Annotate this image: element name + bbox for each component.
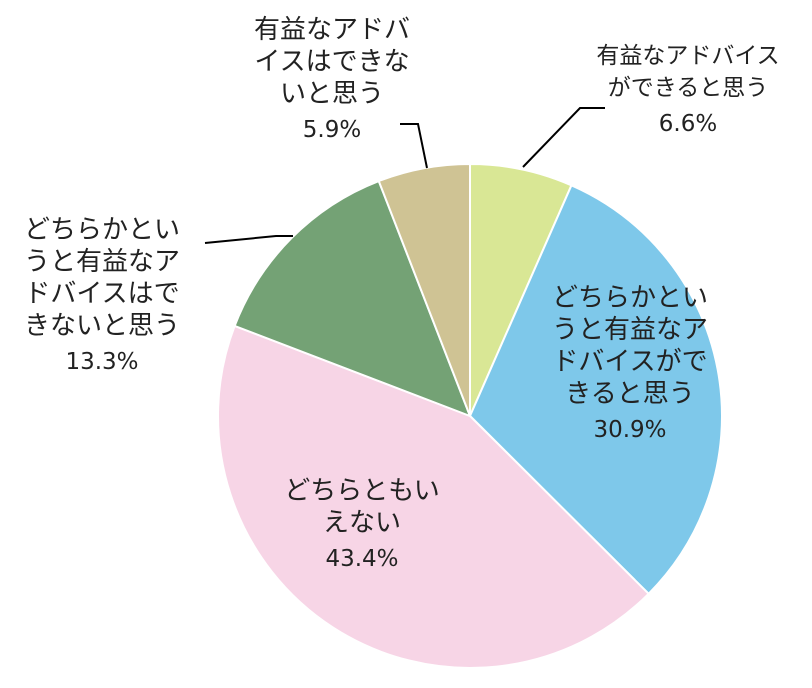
category-label: 有益なアドバイス ができると思う	[596, 43, 780, 101]
category-label: どちらかとい うと有益なア ドバイスはで きないと思う	[23, 215, 180, 341]
pie-slices	[217, 162, 723, 669]
slice-neither	[217, 324, 651, 669]
label-somewhat-cannot-advise: どちらかとい うと有益なア ドバイスはで きないと思う 13.3%	[2, 214, 202, 378]
value-label: 13.3%	[65, 349, 139, 375]
category-label: 有益なアドバ イスはできな いと思う	[253, 15, 410, 109]
slice-cannot-advise	[377, 162, 471, 417]
leader-line-can-advise	[522, 107, 605, 168]
slice-somewhat-can-advise	[468, 184, 723, 596]
value-label: 6.6%	[658, 111, 718, 137]
label-neither: どちらともい えない 43.4%	[262, 475, 462, 575]
label-somewhat-can-advise: どちらかとい うと有益なア ドバイスがで きると思う 30.9%	[530, 282, 730, 446]
label-can-advise: 有益なアドバイス ができると思う 6.6%	[588, 40, 788, 140]
category-label: どちらかとい うと有益なア ドバイスがで きると思う	[551, 283, 708, 409]
value-label: 5.9%	[302, 117, 362, 143]
slice-somewhat-cannot-advise	[233, 179, 472, 418]
leader-line-somewhat-cannot-advise	[204, 235, 293, 244]
value-label: 30.9%	[593, 417, 667, 443]
label-cannot-advise: 有益なアドバ イスはできな いと思う 5.9%	[232, 14, 432, 146]
value-label: 43.4%	[325, 546, 399, 572]
leader-lines	[204, 107, 605, 244]
category-label: どちらともい えない	[284, 476, 440, 538]
leader-line-cannot-advise	[400, 123, 428, 169]
